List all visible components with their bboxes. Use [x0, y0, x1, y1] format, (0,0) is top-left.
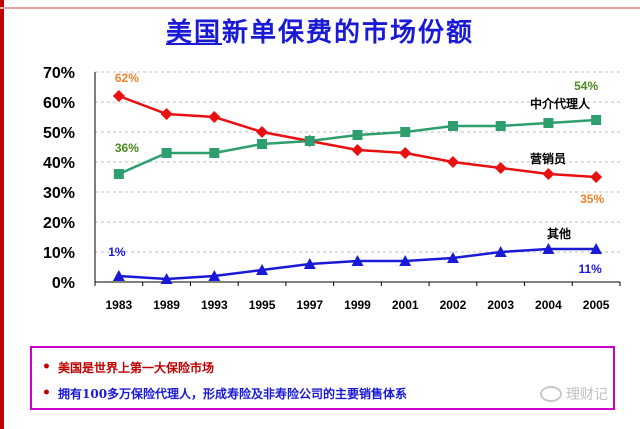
bullet-icon: •	[42, 385, 51, 401]
data-point-triangle	[446, 252, 459, 263]
y-tick-label: 40%	[43, 155, 75, 172]
data-point-diamond	[112, 90, 125, 102]
line-chart: 0% 10% 20% 30% 40% 50% 60% 70% 1983 1989 1993 1995…	[43, 65, 621, 312]
x-tick-label: 2003	[487, 298, 514, 312]
data-label-end: 54%	[574, 79, 598, 93]
note-item: • 美国是世界上第一大保险市场	[42, 354, 603, 380]
wechat-icon	[540, 386, 562, 402]
series-lines	[118, 94, 597, 281]
chart-title-rest: 新单保费的市场份额	[222, 18, 475, 48]
data-point-diamond	[494, 162, 507, 174]
y-axis: 0% 10% 20% 30% 40% 50% 60% 70%	[43, 65, 96, 292]
series-name-label: 营销员	[530, 151, 566, 166]
data-point-triangle	[399, 255, 412, 266]
data-label-start: 1%	[108, 245, 126, 259]
note-text: 美国是世界上第一大保险市场	[58, 360, 215, 375]
data-point-triangle	[256, 264, 269, 275]
y-tick-label: 50%	[43, 125, 75, 142]
y-tick-label: 10%	[43, 245, 75, 262]
x-tick-label: 2004	[535, 298, 562, 312]
x-tick-label: 2002	[440, 298, 467, 312]
x-tick-label: 1995	[249, 298, 276, 312]
series-name-label: 其他	[547, 226, 571, 241]
data-point-square	[400, 127, 411, 137]
data-point-diamond	[399, 147, 412, 159]
data-point-square	[209, 148, 220, 158]
data-point-diamond	[446, 156, 459, 168]
series-markers	[112, 90, 603, 284]
data-point-square	[304, 136, 315, 146]
watermark: 理财记	[540, 384, 608, 404]
data-point-triangle	[494, 246, 507, 257]
data-point-square	[591, 115, 602, 125]
data-point-square	[543, 118, 554, 128]
data-point-diamond	[208, 111, 221, 123]
y-tick-label: 60%	[43, 95, 75, 112]
data-point-square	[161, 148, 172, 158]
series-name-label: 中介代理人	[530, 96, 591, 111]
data-point-triangle	[208, 270, 221, 281]
data-label-end: 35%	[580, 192, 604, 206]
data-point-diamond	[256, 126, 269, 138]
data-point-square	[113, 169, 124, 179]
bullet-icon: •	[42, 359, 51, 375]
chart-title: 美国新单保费的市场份额	[0, 12, 640, 49]
watermark-text: 理财记	[566, 387, 608, 403]
data-point-square	[257, 139, 268, 149]
y-tick-label: 70%	[43, 65, 75, 82]
top-divider	[0, 7, 640, 9]
data-point-triangle	[160, 273, 173, 284]
data-point-square	[447, 121, 458, 131]
x-tick-label: 1993	[201, 298, 228, 312]
data-point-triangle	[542, 243, 555, 254]
data-label-start: 62%	[115, 71, 139, 85]
data-point-square	[495, 121, 506, 131]
note-text: 拥有100多万保险代理人，形成寿险及非寿险公司的主要销售体系	[58, 386, 408, 401]
chart-title-underlined: 美国	[165, 18, 222, 48]
data-point-diamond	[590, 171, 603, 183]
y-tick-label: 20%	[43, 215, 75, 232]
x-tick-label: 1983	[106, 298, 133, 312]
data-point-triangle	[303, 258, 316, 269]
x-axis: 1983 1989 1993 1995 1997 1999 2001 2002 2003 2004…	[94, 281, 621, 312]
data-label-end: 11%	[578, 262, 602, 276]
y-tick-label: 30%	[43, 185, 75, 202]
data-point-diamond	[351, 144, 364, 156]
left-accent-strip	[0, 0, 4, 429]
note-item: • 拥有100多万保险代理人，形成寿险及非寿险公司的主要销售体系	[42, 380, 603, 406]
x-tick-label: 1989	[153, 298, 180, 312]
data-point-triangle	[112, 270, 125, 281]
x-tick-label: 2001	[392, 298, 419, 312]
y-tick-label: 0%	[52, 275, 75, 292]
data-point-diamond	[160, 108, 173, 120]
x-tick-label: 1999	[344, 298, 371, 312]
data-point-diamond	[542, 168, 555, 180]
x-tick-label: 2005	[583, 298, 610, 312]
data-label-start: 36%	[115, 141, 139, 155]
data-point-triangle	[351, 255, 364, 266]
data-point-triangle	[590, 243, 603, 254]
notes-box: • 美国是世界上第一大保险市场 • 拥有100多万保险代理人，形成寿险及非寿险公…	[30, 346, 615, 410]
x-tick-label: 1997	[296, 298, 323, 312]
data-point-square	[352, 130, 363, 140]
